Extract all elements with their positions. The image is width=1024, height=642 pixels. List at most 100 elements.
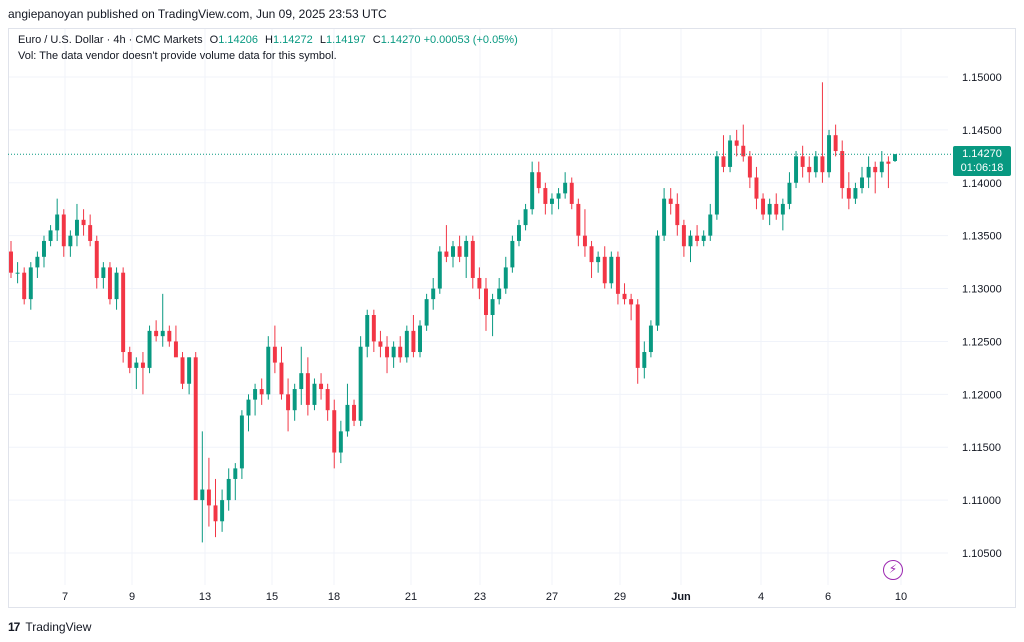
candle-body [741,145,746,157]
candle [325,383,330,421]
candle-body [536,172,541,189]
candle [675,193,680,236]
candle-body [160,330,165,337]
candle-body [154,330,159,337]
candle [490,293,495,337]
candle [774,193,779,220]
candle-body [101,267,106,278]
volume-note: Vol: The data vendor doesn't provide vol… [18,50,337,62]
candle [556,188,561,210]
candle [338,420,343,464]
candle [853,182,858,204]
candle [404,325,409,363]
x-tick-label: 29 [614,591,626,603]
x-tick-label: 7 [62,591,68,603]
candle [15,262,20,284]
candle [279,346,284,400]
lightning-icon[interactable]: ⚡ [883,560,903,580]
x-tick-label: 27 [546,591,558,603]
candle [609,251,614,289]
candle [286,378,291,432]
candle-body [88,225,93,241]
candle-body [767,203,772,215]
candle [259,378,264,405]
y-tick-label: 1.14500 [962,125,1002,137]
candle [74,203,79,247]
candle [233,463,238,501]
candle-body [385,346,390,358]
candle-body [635,304,640,368]
candle-body [431,288,436,300]
candle [860,166,864,194]
candle-body [530,172,535,210]
candle [741,124,746,162]
candle [418,320,422,358]
footer: 17 TradingView [8,618,91,636]
candle [200,431,205,543]
candle [807,156,812,183]
candle [866,156,871,189]
candle-body [206,489,211,506]
candle-body [127,352,132,368]
candle-layer [9,82,897,543]
candle [371,309,376,353]
candle [114,267,119,310]
candle-body [596,256,601,263]
candle [160,293,165,347]
candle-body [794,156,799,183]
candle-body [398,346,403,358]
x-tick-label: 21 [405,591,417,603]
candle [457,235,462,263]
candle [385,336,390,374]
candle-body [787,182,792,204]
candle-body [833,135,838,152]
candle [94,235,99,289]
candle-body [761,198,766,215]
candle-body [239,415,244,469]
x-tick-label: 13 [199,591,211,603]
candle-body [371,315,376,342]
candle-body [220,500,225,522]
candle [35,251,40,278]
candle-body [286,394,291,411]
candle [893,154,897,162]
candle [88,214,93,247]
candle [358,336,363,427]
candle [563,172,568,199]
candle [22,267,27,305]
candle [451,240,455,268]
candle [391,341,396,368]
candle [794,151,799,189]
candle-body [549,198,554,204]
candle [602,246,607,289]
candle-body [754,177,759,199]
candle-body [668,198,673,204]
candle-body [358,346,363,421]
candle-body [266,346,271,395]
candle-body [714,156,719,215]
candle [714,151,719,220]
candle [516,219,521,247]
high-value: 1.14272 [273,34,313,46]
candle-body [569,182,574,204]
candle-body [418,325,422,353]
current-price-tag: 1.14270 01:06:18 [953,146,1011,177]
candle [299,346,304,405]
y-tick-label: 1.15000 [962,72,1002,84]
candle-body [107,267,112,300]
candle-body [589,246,594,263]
x-tick-label: 10 [895,591,907,603]
y-tick-label: 1.10500 [962,548,1002,560]
x-tick-label: 23 [474,591,486,603]
candle-body [853,188,858,199]
candle-body [121,272,126,353]
candle-body [35,256,40,268]
candle-body [147,330,152,368]
candle [827,129,832,178]
candle-body [167,330,172,342]
candle [127,346,132,374]
candle-body [582,235,587,247]
candle [582,209,587,257]
candle-body [48,230,53,241]
